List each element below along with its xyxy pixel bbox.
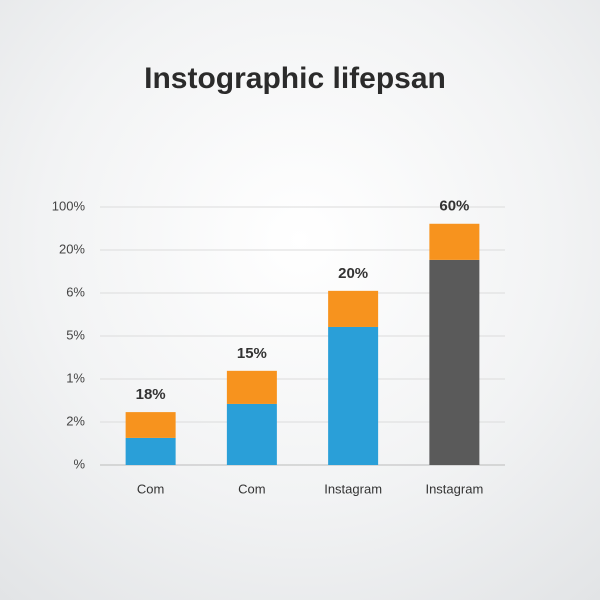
bar-segment [429, 223, 480, 260]
bar-segment [328, 326, 379, 465]
chart-title: Instographic lifepsan [144, 62, 446, 95]
y-tick-label: 5% [66, 327, 85, 342]
bar-segment [125, 437, 176, 465]
x-tick-label: Instagram [425, 481, 483, 496]
bar-segment [226, 370, 277, 404]
y-tick-label: % [73, 456, 85, 471]
y-tick-label: 2% [66, 413, 85, 428]
bar-segment [429, 259, 480, 465]
x-tick-label: Instagram [324, 481, 382, 496]
y-tick-label: 1% [66, 370, 85, 385]
bar-segment [125, 412, 176, 438]
bar-annotation: 18% [136, 386, 166, 403]
bar-annotation: 60% [439, 198, 469, 215]
x-tick-label: Com [137, 481, 164, 496]
bar-segment [328, 290, 379, 327]
y-tick-label: 6% [66, 284, 85, 299]
bar-annotation: 15% [237, 345, 267, 362]
bar-segment [226, 403, 277, 465]
y-tick-label: 100% [52, 198, 86, 213]
y-tick-label: 20% [59, 241, 85, 256]
x-tick-label: Com [238, 481, 265, 496]
bar-annotation: 20% [338, 265, 368, 282]
